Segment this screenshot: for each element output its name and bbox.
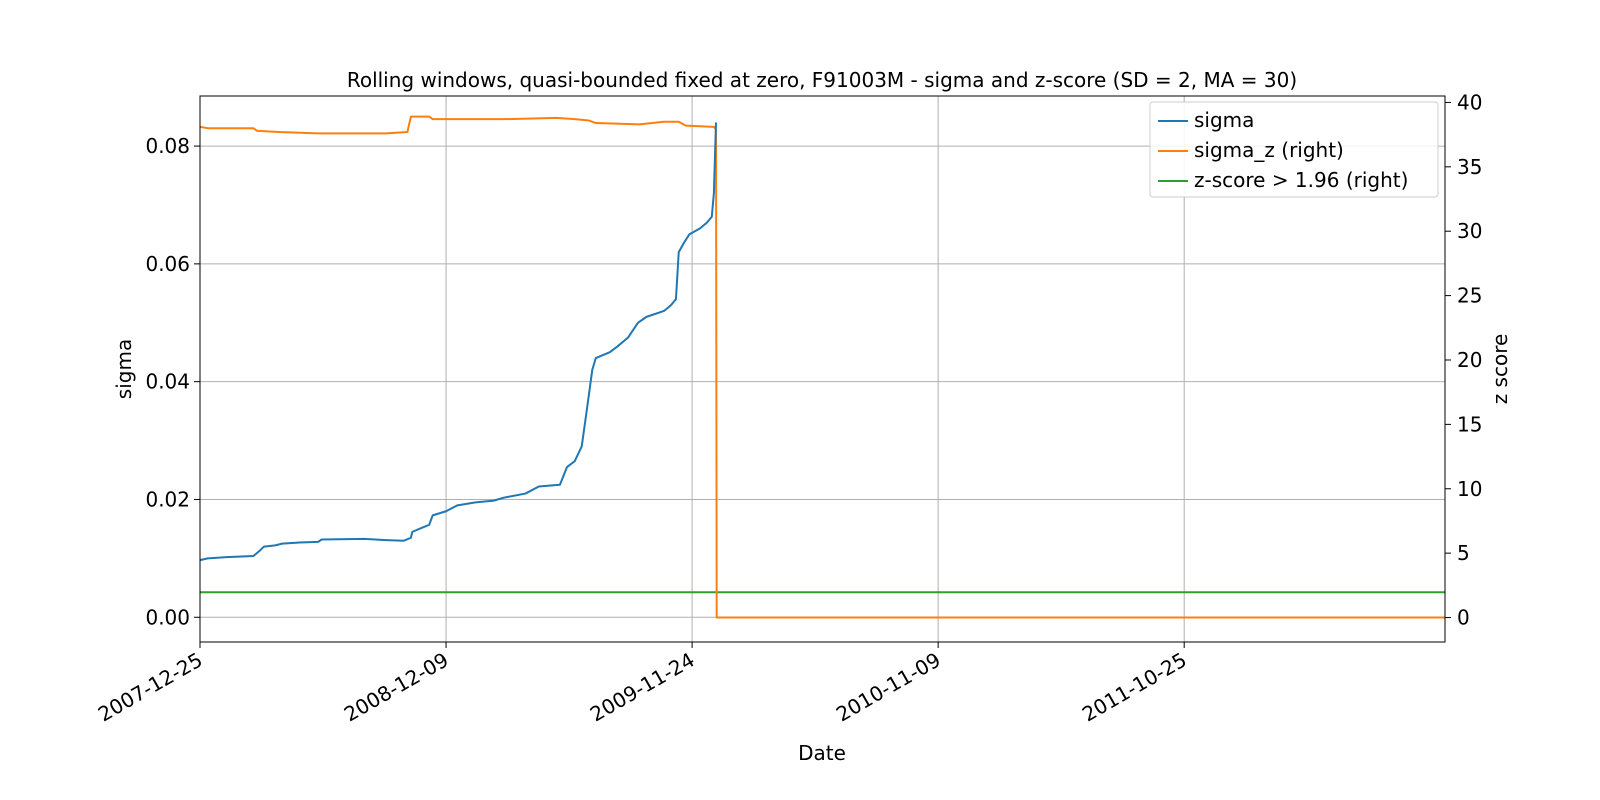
y-right-tick-label: 10 <box>1457 477 1482 501</box>
y-tick-label: 0.06 <box>145 252 190 276</box>
x-axis-label: Date <box>798 741 846 765</box>
legend-box <box>1149 101 1439 198</box>
y-right-tick-label: 0 <box>1457 606 1470 630</box>
y-axis-right-label: z score <box>1488 334 1512 405</box>
series-sigma-line <box>199 122 717 562</box>
legend-label-sigma: sigma <box>1194 108 1254 132</box>
y-right-tick-label: 15 <box>1457 412 1482 436</box>
y-right-tick-label: 35 <box>1457 155 1482 179</box>
y-right-tick-label: 30 <box>1457 219 1482 243</box>
y-right-tick-label: 40 <box>1457 90 1482 114</box>
legend: sigma sigma_z (right) z-score > 1.96 (ri… <box>1149 101 1439 198</box>
legend-label-sigma-z: sigma_z (right) <box>1194 138 1344 162</box>
y-axis-label: sigma <box>112 339 136 399</box>
y-tick-label: 0.08 <box>145 134 190 158</box>
y-right-tick-label: 20 <box>1457 348 1482 372</box>
y-tick-label: 0.04 <box>145 370 190 394</box>
y-right-tick-label: 5 <box>1457 541 1470 565</box>
legend-label-threshold: z-score > 1.96 (right) <box>1194 168 1408 192</box>
y-tick-label: 0.02 <box>145 487 190 511</box>
series-lines <box>199 115 1445 619</box>
series-sigma-z-line <box>199 115 1445 619</box>
chart-title: Rolling windows, quasi-bounded fixed at … <box>347 68 1297 92</box>
plot-frame <box>199 95 1446 643</box>
y-tick-label: 0.00 <box>145 605 190 629</box>
y-right-tick-label: 25 <box>1457 284 1482 308</box>
